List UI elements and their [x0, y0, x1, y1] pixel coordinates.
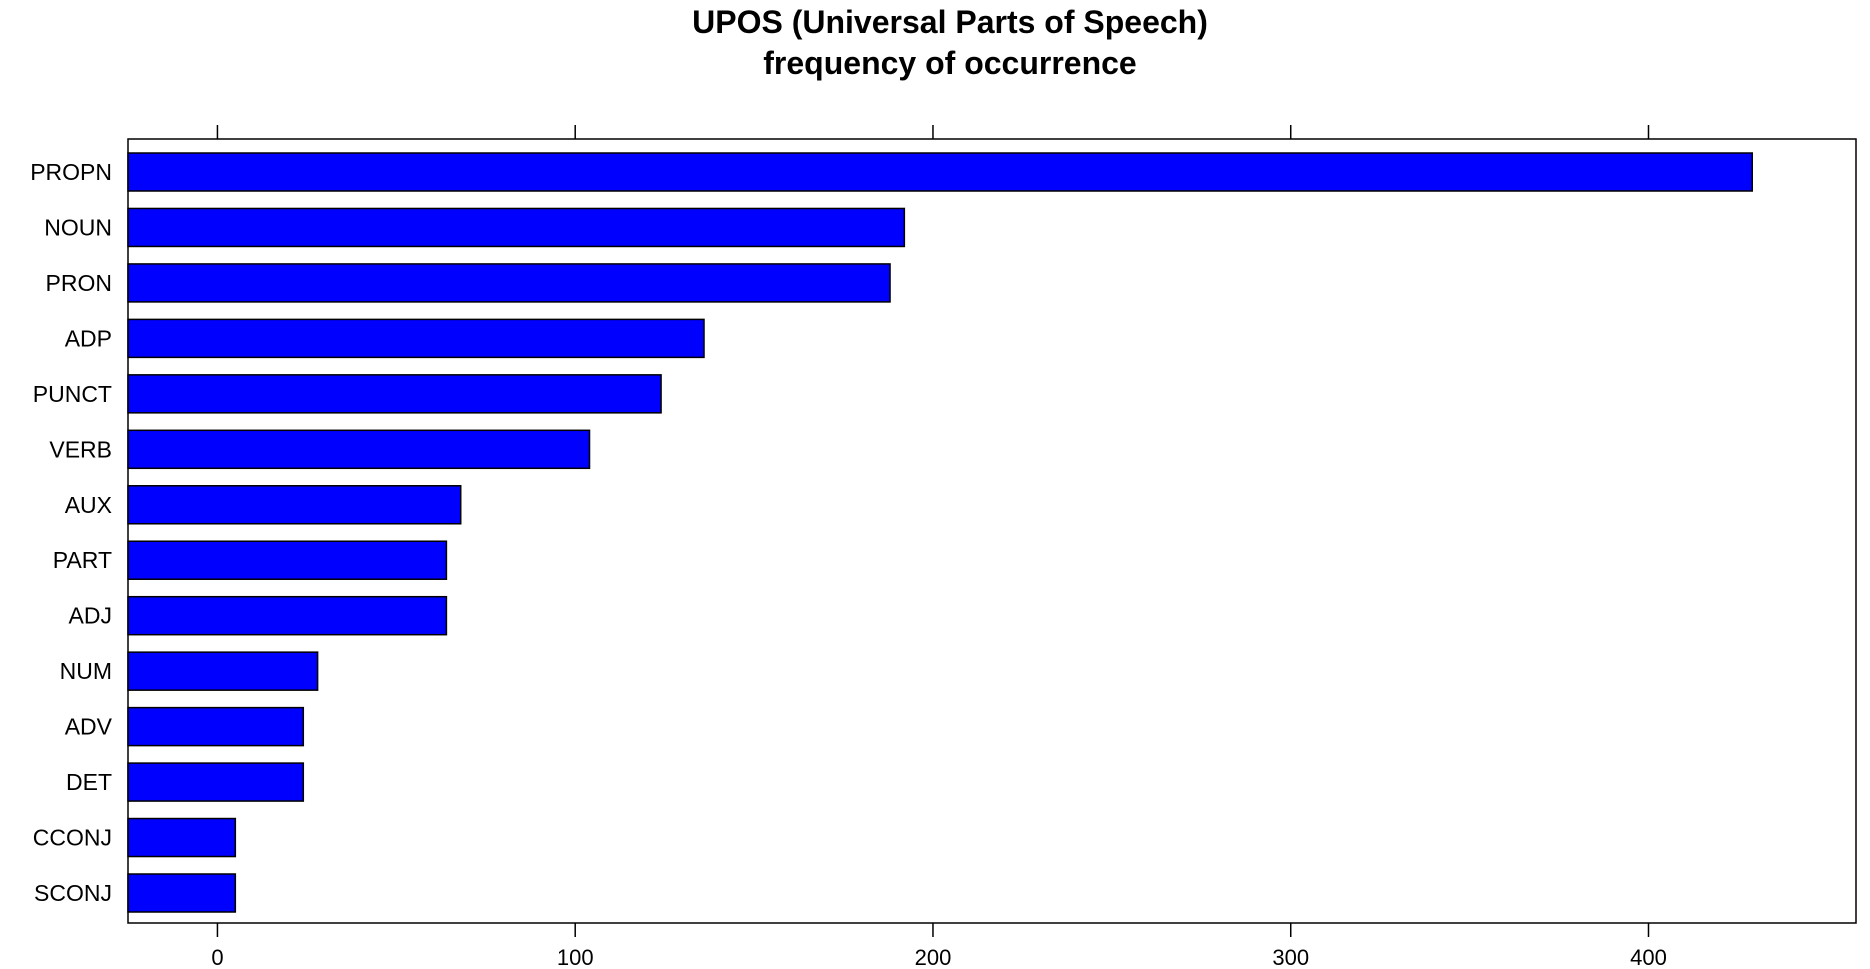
category-label-det: DET [66, 769, 112, 795]
category-label-num: NUM [60, 658, 112, 684]
category-label-cconj: CCONJ [33, 825, 112, 851]
category-labels: PROPN NOUN PRON ADP PUNCT VERB AUX PART ADJ NUM AD… [30, 159, 112, 906]
category-label-noun: NOUN [44, 214, 112, 240]
chart-title: UPOS (Universal Parts of Speech) frequen… [692, 4, 1208, 81]
bar-adv [127, 706, 305, 747]
x-tick-label-300: 300 [1272, 945, 1309, 969]
bar-num [127, 651, 319, 691]
bar-propn [127, 152, 1753, 192]
bar-aux [127, 485, 462, 525]
category-label-part: PART [53, 547, 112, 573]
x-axis-ticks: 0 100 200 300 400 [211, 125, 1667, 969]
bar-part [127, 540, 448, 580]
category-label-sconj: SCONJ [34, 880, 112, 906]
x-tick-label-400: 400 [1630, 945, 1667, 969]
x-tick-label-0: 0 [211, 945, 223, 969]
bar-adj [127, 595, 448, 636]
category-label-verb: VERB [49, 436, 112, 462]
plot-frame [127, 138, 1857, 924]
category-label-adv: ADV [65, 714, 113, 740]
bar-verb [127, 429, 591, 470]
x-tick-label-200: 200 [915, 945, 952, 969]
chart-title-line-2: frequency of occurrence [763, 45, 1136, 81]
bar-adp [127, 318, 705, 359]
bar-noun [127, 207, 906, 248]
bars-group [127, 152, 1753, 913]
category-label-adp: ADP [65, 325, 112, 351]
category-label-aux: AUX [65, 492, 112, 518]
chart-title-line-1: UPOS (Universal Parts of Speech) [692, 4, 1208, 40]
category-label-pron: PRON [46, 270, 112, 296]
bar-pron [127, 263, 891, 303]
category-label-punct: PUNCT [33, 381, 112, 407]
bar-sconj [127, 873, 237, 913]
bar-punct [127, 374, 662, 414]
bar-det [127, 762, 305, 802]
category-label-adj: ADJ [69, 603, 112, 629]
bar-cconj [127, 817, 237, 858]
x-tick-label-100: 100 [557, 945, 594, 969]
category-label-propn: PROPN [30, 159, 112, 185]
